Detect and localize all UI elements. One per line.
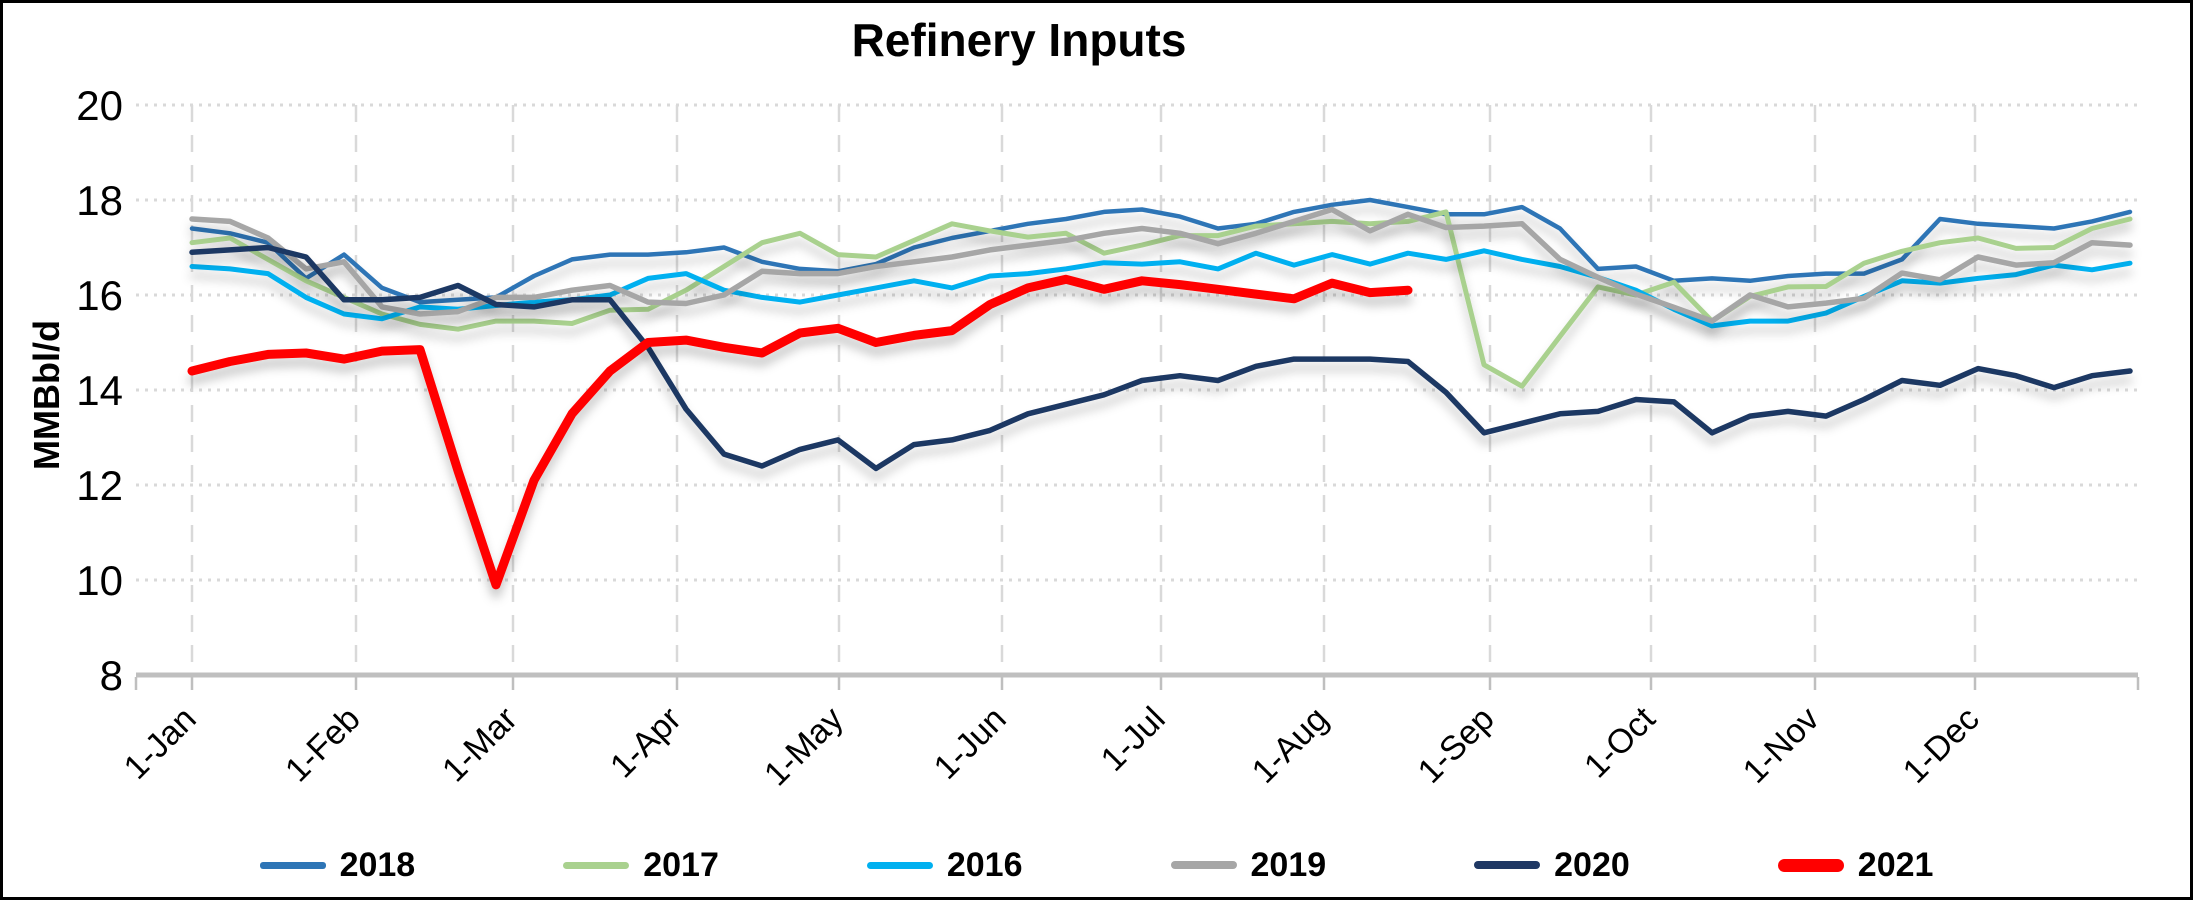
legend-item-2018: 2018 <box>259 845 416 885</box>
svg-text:1-Jan: 1-Jan <box>117 700 204 787</box>
axes <box>134 672 2140 690</box>
line-chart-plot-area: 8 10 12 14 16 18 20 1-Jan 1-Feb 1-Mar 1-Apr 1-May 1-… <box>76 82 2140 793</box>
svg-text:1-Mar: 1-Mar <box>435 700 525 790</box>
svg-text:1-Nov: 1-Nov <box>1736 700 1827 791</box>
data-series-lines <box>187 197 2133 590</box>
svg-text:18: 18 <box>76 177 123 224</box>
legend-label-2017: 2017 <box>643 845 719 884</box>
svg-text:20: 20 <box>76 82 123 129</box>
svg-text:1-Aug: 1-Aug <box>1245 700 1336 791</box>
legend-swatch-2019 <box>1170 861 1237 869</box>
svg-text:1-Jul: 1-Jul <box>1094 700 1173 779</box>
chart-title: Refinery Inputs <box>851 14 1187 66</box>
legend-swatch-2021 <box>1777 858 1844 872</box>
legend-item-2020: 2020 <box>1474 846 1630 885</box>
legend-swatch-2018 <box>259 861 326 869</box>
svg-text:14: 14 <box>76 367 123 414</box>
legend-label-2020: 2020 <box>1554 845 1630 884</box>
legend-label-2021: 2021 <box>1857 845 1934 884</box>
gridlines <box>136 103 2138 675</box>
legend-label-2016: 2016 <box>946 845 1023 884</box>
legend-item-2016: 2016 <box>866 845 1023 885</box>
svg-text:1-Dec: 1-Dec <box>1896 700 1987 791</box>
svg-text:1-Apr: 1-Apr <box>603 700 689 786</box>
svg-text:1-Sep: 1-Sep <box>1411 700 1502 791</box>
legend-swatch-2016 <box>866 861 933 869</box>
legend-item-2019: 2019 <box>1170 845 1327 885</box>
svg-text:12: 12 <box>76 462 123 509</box>
legend-swatch-2020 <box>1474 861 1541 869</box>
svg-text:1-May: 1-May <box>757 700 851 794</box>
legend-label-2019: 2019 <box>1250 845 1327 884</box>
legend-item-2017: 2017 <box>563 846 719 885</box>
legend-swatch-2017 <box>563 861 630 869</box>
svg-text:1-Oct: 1-Oct <box>1577 699 1663 785</box>
legend-item-2021: 2021 <box>1777 845 1934 885</box>
svg-text:1-Jun: 1-Jun <box>927 700 1014 787</box>
legend-label-2018: 2018 <box>339 845 416 884</box>
chart-legend: 2018 2017 2016 2019 2020 2021 <box>3 837 2190 893</box>
svg-text:16: 16 <box>76 272 123 319</box>
svg-text:10: 10 <box>76 557 123 604</box>
svg-text:1-Feb: 1-Feb <box>278 700 368 790</box>
svg-text:8: 8 <box>100 652 123 699</box>
axis-tick-labels: 8 10 12 14 16 18 20 1-Jan 1-Feb 1-Mar 1-Apr 1-May 1-… <box>76 82 1986 793</box>
